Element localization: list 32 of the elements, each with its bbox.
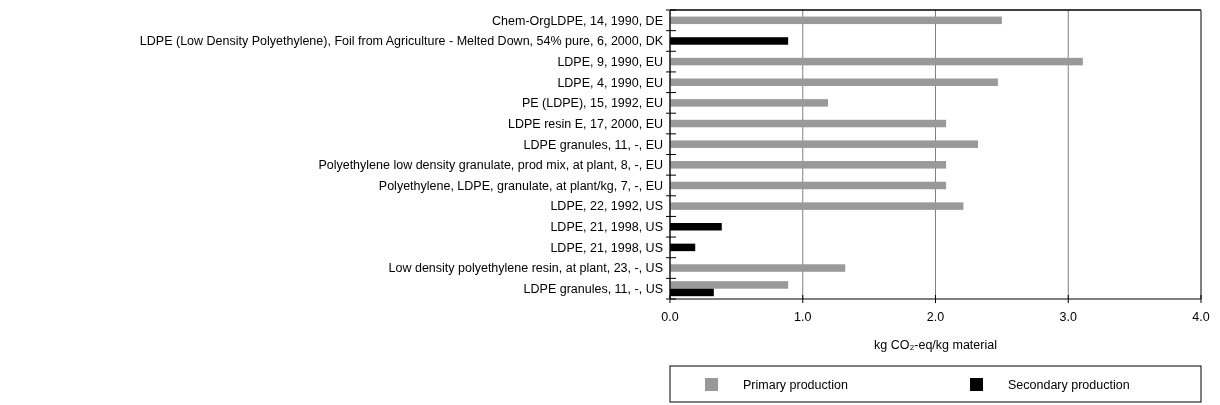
bar bbox=[670, 16, 1002, 25]
y-tick-label: LDPE, 21, 1998, US bbox=[550, 240, 663, 255]
y-tick-label: LDPE resin E, 17, 2000, EU bbox=[508, 116, 663, 131]
x-tick-label: 4.0 bbox=[1192, 310, 1210, 324]
y-tick-label: LDPE (Low Density Polyethylene), Foil from Agriculture - Melted Down, 54% pure, 6, 2000, DK bbox=[139, 34, 664, 49]
y-tick-label: Polyethylene low density granulate, prod mix, at plant, 8, -, EU bbox=[318, 158, 663, 173]
bar bbox=[670, 119, 947, 128]
y-tick-label: LDPE granules, 11, -, EU bbox=[523, 137, 663, 152]
legend-label: Secondary production bbox=[1008, 377, 1130, 392]
y-tick-label: Polyethylene, LDPE, granulate, at plant/kg, 7, -, EU bbox=[378, 178, 663, 193]
bar bbox=[670, 99, 828, 107]
bar bbox=[670, 181, 947, 190]
x-tick-label: 2.0 bbox=[926, 310, 945, 324]
y-tick-label: PE (LDPE), 15, 1992, EU bbox=[521, 96, 663, 111]
bar bbox=[670, 78, 998, 86]
y-tick-label: LDPE, 9, 1990, EU bbox=[557, 54, 663, 69]
bar bbox=[670, 161, 947, 169]
x-tick-label: 3.0 bbox=[1059, 310, 1077, 324]
x-axis-title: kg CO₂-eq/kg material bbox=[874, 338, 997, 352]
bar bbox=[670, 202, 964, 210]
bar bbox=[670, 264, 846, 272]
legend-label: Primary production bbox=[743, 377, 848, 392]
y-tick-label: LDPE, 4, 1990, EU bbox=[557, 75, 663, 90]
x-tick-label: 1.0 bbox=[794, 310, 812, 324]
y-tick-label: LDPE, 21, 1998, US bbox=[550, 220, 663, 235]
y-tick-label: LDPE, 22, 1992, US bbox=[550, 199, 663, 214]
y-tick-label: Low density polyethylene resin, at plant, 23, -, US bbox=[388, 261, 663, 276]
bar bbox=[670, 140, 978, 148]
y-tick-label: LDPE granules, 11, -, US bbox=[523, 282, 663, 297]
bar bbox=[670, 57, 1083, 66]
x-tick-label: 0.0 bbox=[661, 310, 679, 324]
y-tick-label: Chem-OrgLDPE, 14, 1990, DE bbox=[492, 13, 663, 28]
